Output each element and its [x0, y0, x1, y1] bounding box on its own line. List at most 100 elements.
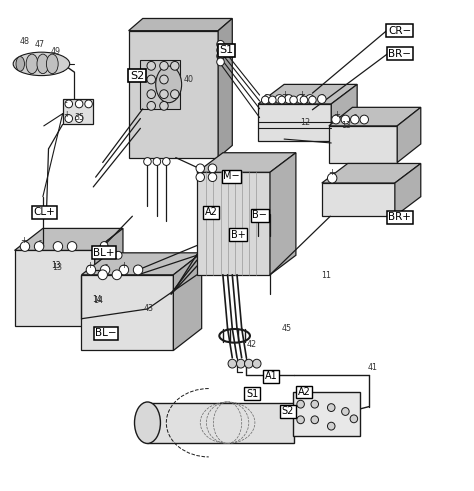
- Text: BR−: BR−: [388, 49, 411, 58]
- Polygon shape: [322, 183, 395, 216]
- Text: +: +: [120, 261, 128, 270]
- Text: 14: 14: [93, 296, 103, 305]
- Circle shape: [351, 115, 359, 124]
- Circle shape: [296, 95, 305, 104]
- Text: S1: S1: [246, 389, 258, 399]
- Circle shape: [284, 95, 293, 104]
- Text: +: +: [281, 90, 288, 99]
- Text: 13: 13: [341, 121, 351, 131]
- Circle shape: [318, 95, 326, 104]
- Text: BR+: BR+: [388, 212, 411, 222]
- Text: BL−: BL−: [95, 328, 117, 338]
- Circle shape: [278, 96, 285, 104]
- Circle shape: [208, 173, 217, 182]
- Circle shape: [208, 164, 217, 173]
- Circle shape: [65, 115, 73, 122]
- Circle shape: [350, 415, 357, 423]
- Circle shape: [262, 96, 269, 104]
- Text: 43: 43: [144, 304, 154, 313]
- Text: 49: 49: [51, 47, 61, 55]
- Polygon shape: [197, 172, 270, 275]
- Circle shape: [228, 359, 237, 368]
- Circle shape: [100, 265, 110, 275]
- Text: B+: B+: [230, 230, 246, 240]
- Text: 13: 13: [51, 261, 60, 270]
- Ellipse shape: [16, 56, 25, 71]
- Polygon shape: [140, 60, 181, 109]
- Circle shape: [245, 359, 253, 368]
- Text: 42: 42: [247, 340, 257, 349]
- Circle shape: [196, 164, 204, 173]
- Circle shape: [196, 173, 204, 182]
- Circle shape: [65, 100, 73, 108]
- Circle shape: [67, 242, 77, 251]
- Circle shape: [85, 100, 92, 108]
- Ellipse shape: [37, 54, 49, 74]
- Ellipse shape: [156, 66, 182, 103]
- Text: 35: 35: [74, 113, 84, 122]
- Circle shape: [328, 422, 335, 430]
- Circle shape: [328, 404, 335, 411]
- Text: +: +: [63, 110, 70, 119]
- Text: +: +: [87, 261, 93, 270]
- Circle shape: [217, 40, 224, 48]
- Text: -: -: [320, 90, 323, 99]
- Circle shape: [237, 359, 245, 368]
- Circle shape: [153, 158, 161, 165]
- Circle shape: [360, 115, 368, 124]
- Circle shape: [160, 102, 168, 110]
- Polygon shape: [329, 126, 397, 163]
- Polygon shape: [270, 153, 296, 275]
- Circle shape: [332, 115, 340, 124]
- Text: 41: 41: [368, 363, 378, 372]
- Text: -: -: [104, 261, 108, 270]
- Circle shape: [171, 61, 179, 70]
- Circle shape: [328, 173, 337, 183]
- Polygon shape: [147, 403, 293, 443]
- Circle shape: [297, 400, 304, 408]
- Text: 11: 11: [321, 271, 331, 280]
- Text: M−: M−: [223, 171, 240, 181]
- Text: 47: 47: [35, 40, 45, 49]
- Text: BL+: BL+: [93, 248, 115, 258]
- Polygon shape: [258, 84, 357, 104]
- Text: 40: 40: [184, 75, 194, 84]
- Text: 14: 14: [92, 295, 101, 304]
- Polygon shape: [173, 253, 201, 351]
- Circle shape: [341, 115, 350, 124]
- Text: B−: B−: [252, 210, 267, 220]
- Circle shape: [306, 95, 314, 104]
- Circle shape: [253, 359, 261, 368]
- Circle shape: [171, 90, 179, 99]
- Polygon shape: [397, 108, 421, 163]
- Circle shape: [20, 242, 30, 251]
- Circle shape: [144, 158, 151, 165]
- Polygon shape: [331, 84, 357, 140]
- Text: A2: A2: [205, 207, 218, 218]
- Text: 45: 45: [282, 324, 292, 333]
- Circle shape: [147, 75, 155, 84]
- Circle shape: [160, 61, 168, 70]
- Circle shape: [300, 96, 308, 104]
- Circle shape: [163, 158, 170, 165]
- Circle shape: [275, 95, 283, 104]
- Text: A1: A1: [264, 371, 277, 382]
- Circle shape: [217, 52, 224, 60]
- Text: CL+: CL+: [34, 207, 55, 218]
- Text: -: -: [264, 90, 268, 99]
- Ellipse shape: [135, 402, 160, 443]
- Text: +: +: [20, 236, 27, 245]
- Circle shape: [311, 416, 319, 424]
- Text: 13: 13: [52, 263, 62, 272]
- Circle shape: [160, 75, 168, 84]
- Circle shape: [75, 100, 83, 108]
- Circle shape: [147, 90, 155, 99]
- Polygon shape: [128, 19, 232, 30]
- Polygon shape: [329, 108, 421, 126]
- Circle shape: [35, 242, 44, 251]
- Text: +: +: [299, 90, 305, 99]
- Circle shape: [86, 265, 96, 275]
- Circle shape: [115, 251, 122, 259]
- Ellipse shape: [13, 52, 70, 76]
- Polygon shape: [63, 99, 93, 124]
